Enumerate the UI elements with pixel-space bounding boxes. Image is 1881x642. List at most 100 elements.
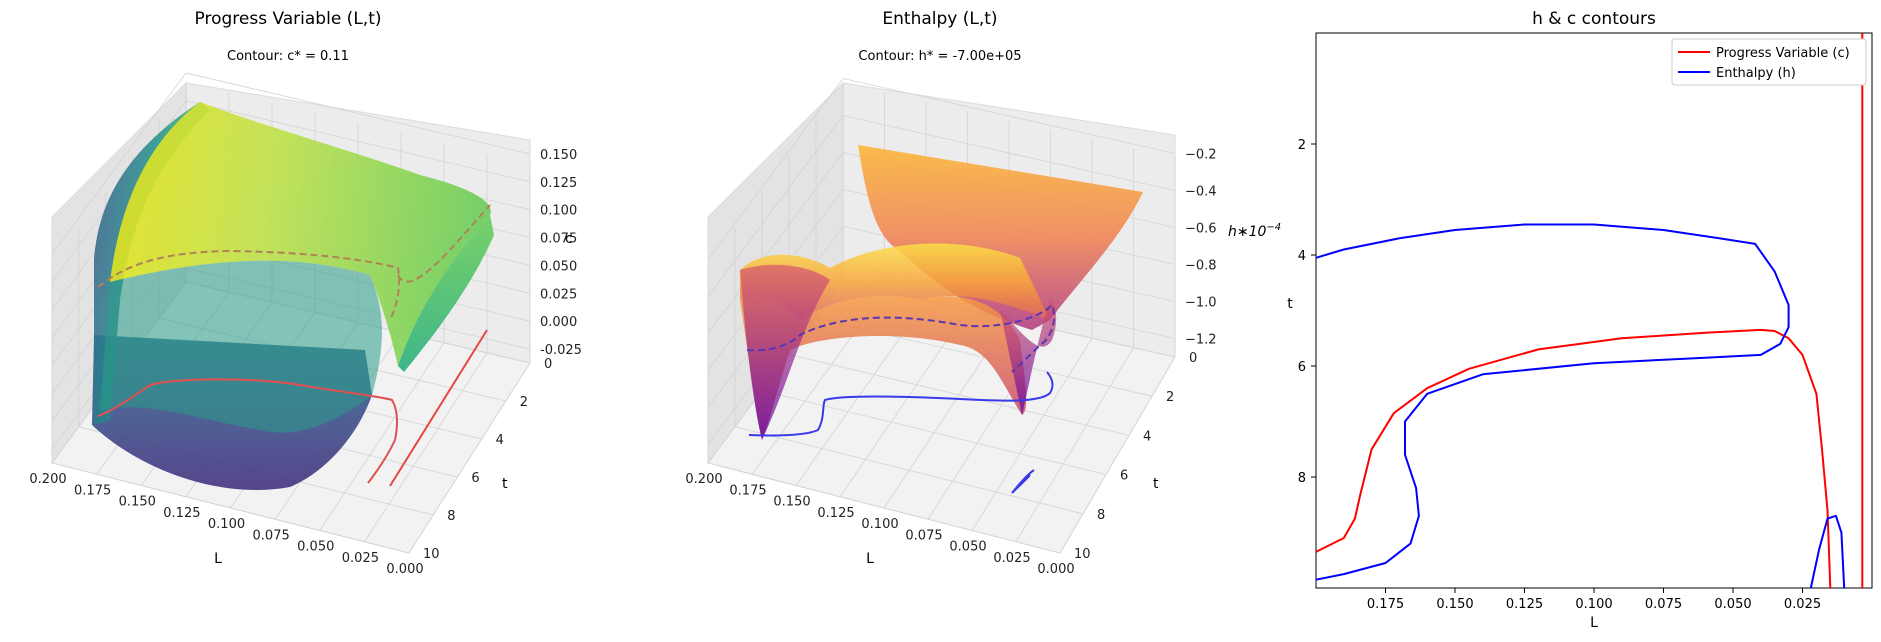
p3-xlabel: L (1590, 615, 1598, 631)
p3-lines (1315, 33, 1864, 589)
legend-box (1671, 38, 1867, 86)
p2-contour-projection-floor (748, 371, 1054, 437)
p1-subtitle: Contour: c* = 0.11 (227, 49, 349, 64)
y-tick-label: 4 (1143, 429, 1151, 444)
z-tick-label: −1.2 (1185, 333, 1217, 348)
x-tick-label: 0.175 (729, 483, 766, 498)
legend-label-c: Progress Variable (c) (1716, 46, 1850, 61)
x-tick-label: 0.125 (1506, 597, 1543, 612)
x-tick-label: 0.125 (817, 506, 854, 521)
p1-surface-upper (110, 102, 491, 366)
p1-zlabel: c (565, 231, 573, 247)
p2-surface-front-fold (740, 296, 1027, 440)
p1-surface-mid (100, 260, 382, 433)
z-tick-label: −0.6 (1185, 222, 1217, 237)
z-tick-label: 0.100 (540, 204, 577, 219)
z-tick-label: -0.025 (540, 343, 582, 358)
y-tick-label: 2 (1298, 138, 1306, 153)
p3-legend: Progress Variable (c) Enthalpy (h) (1671, 38, 1867, 86)
series-line-progress-variable (1315, 328, 1832, 589)
grid-line-z (185, 100, 531, 183)
x-tick-label: 0.075 (1645, 597, 1682, 612)
p1-tick-labels: 0.200 0.175 0.150 0.125 0.100 0.075 0.050 0.025… (29, 148, 582, 577)
p1-contour-projection-floor (97, 378, 398, 484)
p2-contour-on-surface (746, 303, 1056, 373)
p1-surface-left-wall (94, 102, 210, 425)
series-line-enthalpy (1809, 514, 1846, 589)
y-tick-label: 2 (1166, 390, 1174, 405)
x-tick-label: 0.100 (1575, 597, 1612, 612)
p2-surface-left-wing (740, 264, 830, 440)
y-tick-label: 10 (423, 547, 440, 562)
y-tick-label: 6 (471, 471, 479, 486)
x-tick-label: 0.200 (29, 472, 66, 487)
y-tick-label: 2 (520, 395, 528, 410)
x-tick-label: 0.150 (773, 495, 810, 510)
x-tick-label: 0.050 (949, 540, 986, 555)
grid-line-y (707, 462, 1061, 554)
z-tick-label: −0.8 (1185, 259, 1217, 274)
p2-surface-sheet (858, 145, 1143, 330)
p2-xlabel: L (866, 551, 874, 567)
p2-subtitle: Contour: h* = -7.00e+05 (858, 49, 1021, 64)
x-tick-label: 0.175 (74, 483, 111, 498)
y-tick-label: 6 (1298, 360, 1306, 375)
p3-ylabel: t (1287, 296, 1293, 312)
grid-line-y (734, 426, 1084, 515)
grid-line-x (364, 352, 488, 542)
y-tick-label: 10 (1074, 547, 1091, 562)
p1-surface (92, 102, 494, 491)
grid-line-z (842, 115, 1176, 191)
grid-line-x (1015, 347, 1134, 542)
z-tick-label: 0.050 (540, 259, 577, 274)
x-tick-label: 0.075 (905, 528, 942, 543)
x-tick-label: 0.000 (1037, 562, 1074, 577)
p1-surface-right-flap (398, 215, 494, 372)
p2-tick-labels: 0.200 0.175 0.150 0.125 0.100 0.075 0.050 0.025… (685, 148, 1216, 578)
contours-panel: h & c contours 0.175 0.150 0.125 0.100 0.075… (1287, 9, 1873, 631)
p2-zlabel: h∗10−4 (1228, 222, 1281, 240)
x-tick-label: 0.075 (253, 528, 290, 543)
grid-line-z-left (707, 152, 844, 334)
grid-line-y (788, 354, 1130, 436)
z-tick-label: −0.4 (1185, 185, 1217, 200)
grid-line-z (185, 72, 531, 155)
p2-title: Enthalpy (L,t) (882, 9, 997, 29)
z-tick-label: 0.000 (540, 315, 577, 330)
enthalpy-panel: Enthalpy (L,t) Contour: h* = -7.00e+05 0… (685, 9, 1281, 577)
y-tick-label: 8 (1097, 508, 1105, 523)
x-tick-label: 0.150 (119, 495, 156, 510)
p3-axes: 0.175 0.150 0.125 0.100 0.075 0.050 0.025 2 4 6 8 (1298, 138, 1821, 612)
p3-plot-frame (1315, 32, 1873, 589)
z-tick-label: 0.075 (540, 232, 577, 247)
y-tick-label: 0 (1189, 351, 1197, 366)
x-tick-label: 0.050 (1714, 597, 1751, 612)
p1-ylabel: t (502, 476, 508, 492)
p2-contour-projection-small (1011, 469, 1035, 494)
p1-contour-on-surface (97, 204, 491, 321)
y-tick-label: 4 (1298, 249, 1306, 264)
y-tick-label: 8 (1298, 471, 1306, 486)
grid-line-z-left (707, 78, 844, 260)
x-tick-label: 0.050 (297, 540, 334, 555)
x-tick-label: 0.175 (1367, 597, 1404, 612)
p3-title: h & c contours (1532, 9, 1656, 29)
series-line-enthalpy (1315, 223, 1790, 581)
z-tick-label: 0.125 (540, 176, 577, 191)
x-tick-label: 0.100 (861, 517, 898, 532)
x-tick-label: 0.025 (993, 551, 1030, 566)
z-tick-label: −1.0 (1185, 296, 1217, 311)
legend-label-h: Enthalpy (h) (1716, 66, 1796, 81)
x-tick-label: 0.025 (1784, 597, 1821, 612)
z-tick-label: 0.025 (540, 287, 577, 302)
x-tick-label: 0.000 (386, 562, 423, 577)
p1-title: Progress Variable (L,t) (195, 9, 382, 29)
x-tick-label: 0.125 (163, 506, 200, 521)
grid-line-x (971, 338, 1093, 531)
x-tick-label: 0.200 (685, 472, 722, 487)
z-tick-label: 0.150 (540, 148, 577, 163)
grid-line-x (319, 342, 445, 531)
x-tick-label: 0.150 (1436, 597, 1473, 612)
x-tick-label: 0.025 (342, 551, 379, 566)
